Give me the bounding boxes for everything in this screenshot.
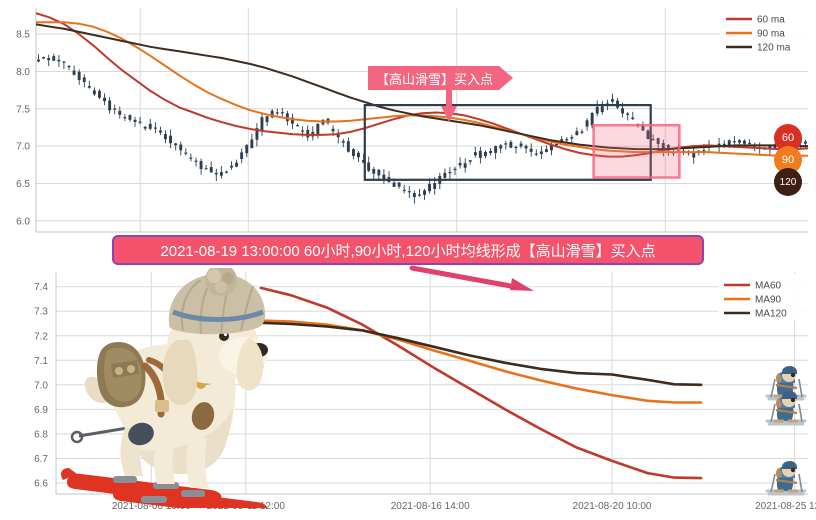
svg-text:2021-08-16 14:00: 2021-08-16 14:00 bbox=[391, 501, 470, 512]
svg-text:7.2: 7.2 bbox=[34, 331, 48, 342]
svg-text:2021-08-06 10:00: 2021-08-06 10:00 bbox=[112, 501, 191, 512]
buy-point-label: 【高山滑雪】买入点 bbox=[376, 71, 494, 87]
top-y-tick-labels: 6.0 6.5 7.0 7.5 8.0 8.5 bbox=[16, 30, 30, 228]
buy-point-banner-body: 【高山滑雪】买入点 bbox=[368, 66, 500, 90]
bottom-ma-lines bbox=[259, 286, 703, 480]
svg-text:90 ma: 90 ma bbox=[757, 29, 785, 40]
svg-text:60 ma: 60 ma bbox=[757, 15, 785, 26]
svg-text:6.6: 6.6 bbox=[34, 479, 48, 490]
svg-text:MA60: MA60 bbox=[755, 281, 782, 292]
svg-text:7.0: 7.0 bbox=[34, 380, 48, 391]
bottom-legend: MA60 MA90 MA120 bbox=[718, 274, 808, 320]
svg-text:MA90: MA90 bbox=[755, 295, 782, 306]
svg-text:8.5: 8.5 bbox=[16, 30, 30, 41]
svg-text:6.0: 6.0 bbox=[16, 216, 30, 227]
svg-text:7.0: 7.0 bbox=[16, 142, 30, 153]
top-legend: 60 ma 90 ma 120 ma bbox=[720, 8, 808, 54]
svg-text:MA120: MA120 bbox=[755, 309, 787, 320]
svg-text:7.4: 7.4 bbox=[34, 282, 48, 293]
svg-text:7.3: 7.3 bbox=[34, 307, 48, 318]
svg-text:6.5: 6.5 bbox=[16, 179, 30, 190]
top-plot-background bbox=[36, 8, 808, 232]
svg-text:120 ma: 120 ma bbox=[757, 43, 791, 54]
bottom-chart-svg: 6.6 6.7 6.8 6.9 7.0 7.1 7.2 7.3 7.4 2021-08-06 1… bbox=[34, 272, 816, 512]
top-candlestick-chart: 6.0 6.5 7.0 7.5 8.0 8.5 60 ma 90 ma 120 ma bbox=[0, 0, 816, 240]
svg-text:6.8: 6.8 bbox=[34, 429, 48, 440]
svg-text:2021-08-25 12:00: 2021-08-25 12:00 bbox=[755, 501, 816, 512]
bottom-y-tick-labels: 6.6 6.7 6.8 6.9 7.0 7.1 7.2 7.3 7.4 bbox=[34, 282, 48, 489]
top-highlight-shapes bbox=[363, 103, 681, 181]
buy-point-annotation: 【高山滑雪】买入点 bbox=[368, 66, 514, 90]
title-banner: 2021-08-19 13:00:00 60小时,90小时,120小时均线形成【… bbox=[112, 235, 704, 265]
bottom-x-tick-labels: 2021-08-06 10:00 2021-08-11 12:00 2021-08-… bbox=[112, 501, 816, 512]
svg-text:6.7: 6.7 bbox=[34, 454, 48, 465]
svg-text:2021-08-11 12:00: 2021-08-11 12:00 bbox=[207, 501, 286, 512]
svg-text:6.9: 6.9 bbox=[34, 405, 48, 416]
top-chart-svg: 6.0 6.5 7.0 7.5 8.0 8.5 60 ma 90 ma 120 ma bbox=[16, 8, 808, 233]
skier-marker-ma60 bbox=[765, 461, 807, 496]
title-banner-text: 2021-08-19 13:00:00 60小时,90小时,120小时均线形成【… bbox=[160, 242, 656, 260]
buy-point-down-arrow-icon bbox=[441, 88, 457, 122]
buy-point-arrow-head bbox=[499, 66, 514, 90]
svg-text:8.0: 8.0 bbox=[16, 67, 30, 78]
svg-text:7.5: 7.5 bbox=[16, 104, 30, 115]
skier-marker-ma90 bbox=[765, 391, 807, 426]
svg-text:7.1: 7.1 bbox=[34, 356, 48, 367]
price-badge-120: 120 bbox=[774, 168, 802, 196]
bottom-plot-background bbox=[56, 272, 808, 494]
svg-text:2021-08-20 10:00: 2021-08-20 10:00 bbox=[573, 501, 652, 512]
trend-arrow-icon bbox=[409, 265, 534, 291]
bottom-ma-chart: 6.6 6.7 6.8 6.9 7.0 7.1 7.2 7.3 7.4 2021-08-06 1… bbox=[0, 262, 816, 520]
